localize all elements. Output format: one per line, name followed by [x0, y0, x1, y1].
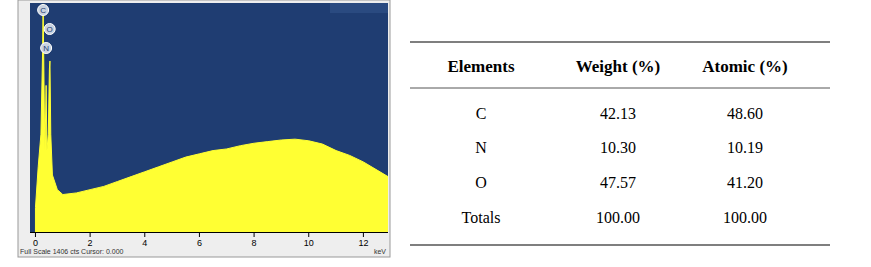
table-bottom-rule	[410, 244, 830, 246]
table-cell: 48.60	[727, 105, 763, 122]
table-cell: 10.30	[600, 139, 636, 156]
table-cell: 10.19	[727, 139, 763, 156]
x-tick-label: 0	[33, 238, 38, 248]
spectrum-panel	[18, 0, 390, 257]
peak-marker	[41, 43, 52, 54]
table-cell: 100.00	[723, 209, 767, 226]
x-tick-label: 2	[88, 238, 93, 248]
table-cell: 47.57	[600, 174, 636, 191]
spectrum-area	[35, 4, 388, 232]
x-tick-label: 10	[304, 238, 314, 248]
x-tick-label: 4	[142, 238, 147, 248]
peak-label: N	[43, 44, 49, 53]
table-cell: Totals	[462, 209, 501, 226]
x-tick	[363, 232, 364, 237]
peak-marker	[38, 5, 49, 16]
peak-label: C	[40, 6, 46, 15]
x-tick	[254, 232, 255, 237]
x-tick-label: 12	[358, 238, 368, 248]
table-header-rule	[410, 88, 830, 89]
table-cell: C	[476, 105, 487, 122]
table-cell: O	[475, 174, 487, 191]
x-tick	[308, 232, 309, 237]
plot-area	[30, 3, 388, 232]
x-axis-label: keV	[374, 248, 386, 255]
x-tick	[199, 232, 200, 237]
table-top-rule	[410, 41, 830, 43]
marks	[35, 4, 388, 232]
table-cell: 41.20	[727, 174, 763, 191]
x-axis	[30, 232, 388, 233]
peak-marker	[44, 24, 55, 35]
footer-text: Full Scale 1406 cts Cursor: 0.000	[20, 248, 124, 255]
page: 0 2 4 6 8 10 12 Full Scale 1406 cts Cursor: 0.0…	[0, 0, 871, 267]
table-cell: N	[475, 139, 487, 156]
x-tick-label: 6	[197, 238, 202, 248]
table-header: Atomic (%)	[702, 57, 787, 76]
peak-label: O	[47, 25, 53, 34]
x-tick-label: 8	[252, 238, 257, 248]
x-tick	[144, 232, 145, 237]
table-cell: 100.00	[596, 209, 640, 226]
status-box	[330, 3, 388, 13]
x-tick	[90, 232, 91, 237]
table-header: Weight (%)	[576, 57, 661, 76]
table-header: Elements	[447, 57, 514, 76]
x-tick	[35, 232, 36, 237]
table-cell: 42.13	[600, 105, 636, 122]
